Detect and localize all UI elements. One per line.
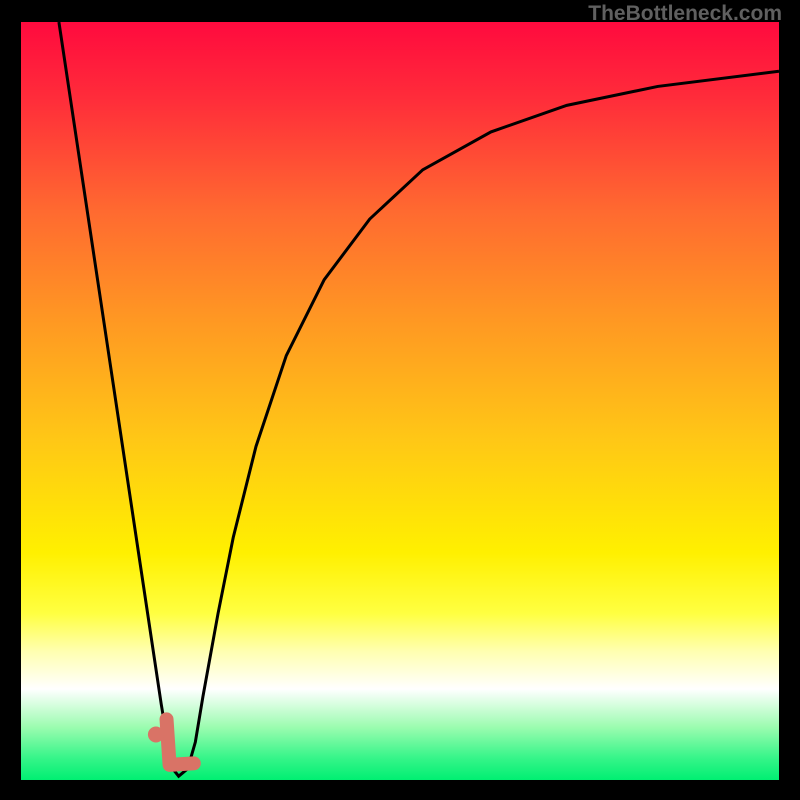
plot-area [21,22,779,780]
gradient-background [21,22,779,780]
chart-container: TheBottleneck.com [0,0,800,800]
chart-svg [21,22,779,780]
watermark-text: TheBottleneck.com [588,2,782,26]
